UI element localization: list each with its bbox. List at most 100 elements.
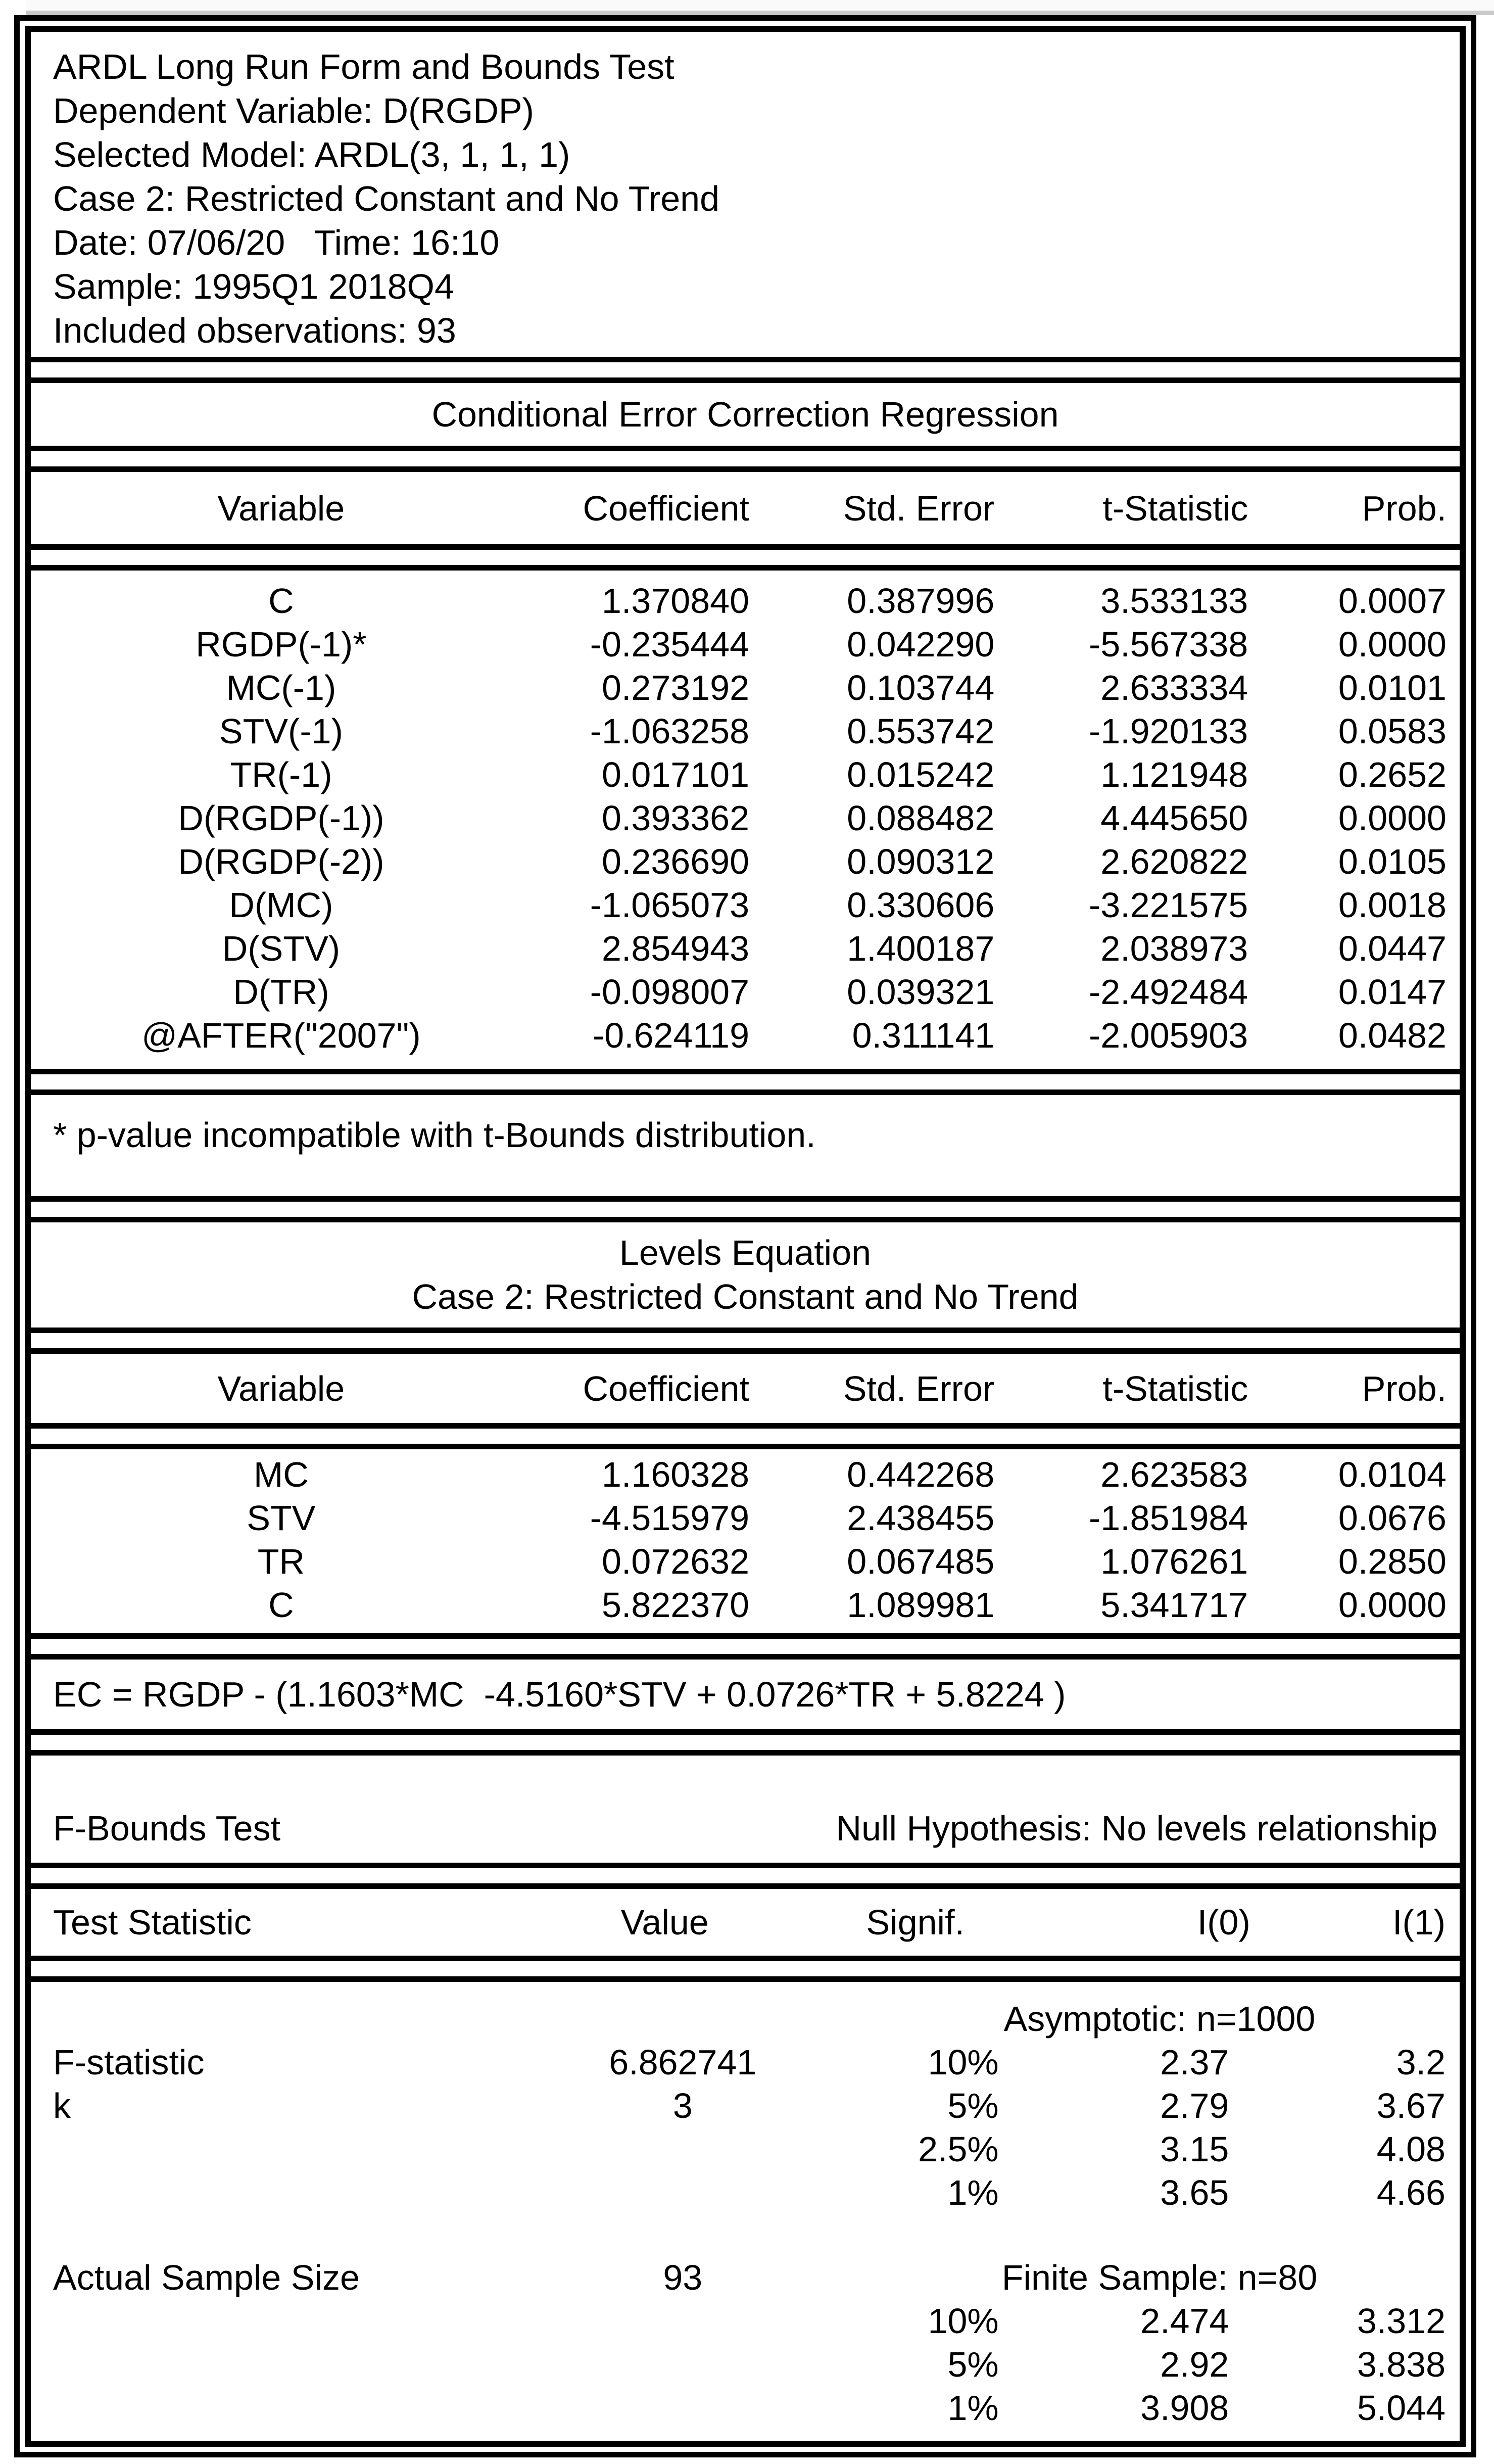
- table-row: D(MC) -1.065073 0.330606 -3.221575 0.001…: [31, 883, 1460, 927]
- signif-cell: 5%: [947, 2086, 999, 2125]
- variable-cell: D(RGDP(-2)): [178, 842, 384, 881]
- table-row: 1% 3.65 4.66: [31, 2171, 1460, 2214]
- table-row: 10% 2.474 3.312: [31, 2299, 1460, 2343]
- empty-cell: [31, 2214, 1460, 2256]
- i0-cell: 3.908: [1140, 2388, 1229, 2428]
- fbounds-body: Asymptotic: n=1000 F-statistic 6.862741 …: [31, 1982, 1460, 2441]
- cec-footnote: * p-value incompatible with t-Bounds dis…: [53, 1115, 816, 1155]
- fbounds-header-row: Test Statistic Value Signif. I(0) I(1): [31, 1889, 1460, 1956]
- prob-cell: 0.0000: [1338, 1585, 1447, 1625]
- fbounds-title: F-Bounds Test: [53, 1809, 281, 1848]
- i0-cell: 2.37: [1160, 2043, 1229, 2082]
- coefficient-cell: -0.235444: [590, 625, 750, 664]
- table-row: k 3 5% 2.79 3.67: [31, 2084, 1460, 2127]
- i1-cell: 4.08: [1376, 2129, 1445, 2169]
- fbounds-header-table: Test Statistic Value Signif. I(0) I(1): [31, 1889, 1460, 1956]
- prob-cell: 0.2850: [1338, 1542, 1447, 1581]
- summary-line-dependent-variable: Dependent Variable: D(RGDP): [53, 91, 534, 130]
- table-row: Asymptotic: n=1000: [31, 1997, 1460, 2041]
- variable-cell: MC: [253, 1455, 309, 1494]
- signif-cell: 1%: [947, 2173, 999, 2212]
- table-row: TR(-1) 0.017101 0.015242 1.121948 0.2652: [31, 753, 1460, 796]
- levels-header-row: Variable Coefficient Std. Error t-Statis…: [31, 1354, 1460, 1423]
- i1-cell: 3.67: [1376, 2086, 1445, 2125]
- spacer-row: [31, 2214, 1460, 2256]
- summary-line-sample: Sample: 1995Q1 2018Q4: [53, 267, 454, 306]
- t-statistic-cell: 1.121948: [1100, 755, 1248, 794]
- variable-cell: TR: [257, 1542, 305, 1581]
- coefficient-cell: -0.624119: [592, 1016, 750, 1055]
- double-rule: [31, 357, 1460, 383]
- summary-line-selected-model: Selected Model: ARDL(3, 1, 1, 1): [53, 135, 570, 174]
- coefficient-cell: -1.065073: [590, 885, 750, 925]
- table-row: C 5.822370 1.089981 5.341717 0.0000: [31, 1583, 1460, 1633]
- prob-cell: 0.0000: [1338, 625, 1447, 664]
- table-row: Actual Sample Size 93 Finite Sample: n=8…: [31, 2256, 1460, 2299]
- summary-line-date-time: Date: 07/06/20 Time: 16:10: [53, 223, 500, 262]
- table-row: D(RGDP(-2)) 0.236690 0.090312 2.620822 0…: [31, 840, 1460, 883]
- fbounds-col-value: Value: [620, 1903, 709, 1942]
- variable-cell: D(MC): [229, 885, 333, 925]
- table-row: @AFTER("2007") -0.624119 0.311141 -2.005…: [31, 1014, 1460, 1069]
- coefficient-cell: 0.273192: [602, 668, 750, 707]
- double-rule: [31, 1729, 1460, 1756]
- empty-cell: [597, 2343, 769, 2386]
- fbounds-title-row: F-Bounds Test Null Hypothesis: No levels…: [31, 1756, 1460, 1863]
- t-statistic-cell: -3.221575: [1088, 885, 1248, 925]
- table-row: F-statistic 6.862741 10% 2.37 3.2: [31, 2041, 1460, 2084]
- double-rule: [31, 1423, 1460, 1449]
- prob-cell: 0.0482: [1338, 1016, 1447, 1055]
- i1-cell: 4.66: [1376, 2173, 1445, 2212]
- fbounds-null-hypothesis: Null Hypothesis: No levels relationship: [836, 1809, 1437, 1848]
- variable-cell: D(STV): [222, 929, 341, 968]
- t-statistic-cell: -5.567338: [1088, 625, 1248, 664]
- empty-cell: [31, 2127, 597, 2171]
- prob-cell: 0.0000: [1338, 798, 1447, 838]
- i1-cell: 3.2: [1396, 2043, 1445, 2082]
- table-row: MC(-1) 0.273192 0.103744 2.633334 0.0101: [31, 666, 1460, 709]
- prob-cell: 0.0007: [1338, 581, 1447, 621]
- coefficient-cell: 5.822370: [602, 1585, 750, 1625]
- f-statistic-value: 6.862741: [609, 2043, 757, 2082]
- t-statistic-cell: -2.005903: [1088, 1016, 1248, 1055]
- k-label: k: [53, 2086, 71, 2125]
- levels-col-std-error: Std. Error: [843, 1368, 995, 1408]
- variable-cell: @AFTER("2007"): [141, 1016, 421, 1055]
- asymptotic-label: Asymptotic: n=1000: [1003, 1999, 1316, 2039]
- empty-cell: [597, 2299, 769, 2343]
- signif-cell: 5%: [947, 2345, 999, 2384]
- levels-col-coefficient: Coefficient: [583, 1368, 750, 1408]
- levels-body-table: MC 1.160328 0.442268 2.623583 0.0104 STV…: [31, 1449, 1460, 1633]
- std-error-cell: 0.387996: [847, 581, 995, 621]
- window-top-strip: [26, 0, 1494, 15]
- t-statistic-cell: 3.533133: [1100, 581, 1248, 621]
- double-rule: [31, 446, 1460, 472]
- cec-col-prob: Prob.: [1362, 488, 1447, 528]
- empty-cell: [31, 2386, 597, 2430]
- table-row: 1% 3.908 5.044: [31, 2386, 1460, 2430]
- prob-cell: 0.2652: [1338, 755, 1447, 794]
- table-row: C 1.370840 0.387996 3.533133 0.0007: [31, 571, 1460, 623]
- cec-col-variable: Variable: [217, 488, 345, 528]
- std-error-cell: 0.442268: [847, 1455, 995, 1494]
- prob-cell: 0.0105: [1338, 842, 1447, 881]
- table-row: STV(-1) -1.063258 0.553742 -1.920133 0.0…: [31, 709, 1460, 753]
- outer-frame: ARDL Long Run Form and Bounds Test Depen…: [14, 15, 1476, 2457]
- coefficient-cell: -4.515979: [590, 1498, 750, 1538]
- sample-size-value: 93: [663, 2258, 703, 2297]
- i0-cell: 2.79: [1160, 2086, 1229, 2125]
- table-row: MC 1.160328 0.442268 2.623583 0.0104: [31, 1449, 1460, 1496]
- prob-cell: 0.0104: [1338, 1455, 1447, 1494]
- std-error-cell: 0.090312: [847, 842, 995, 881]
- t-statistic-cell: 2.633334: [1100, 668, 1248, 707]
- levels-col-t-statistic: t-Statistic: [1102, 1368, 1248, 1408]
- table-row: D(STV) 2.854943 1.400187 2.038973 0.0447: [31, 927, 1460, 970]
- i0-cell: 3.15: [1160, 2129, 1229, 2169]
- empty-cell: [597, 2127, 769, 2171]
- coefficient-cell: -1.063258: [590, 712, 750, 751]
- coefficient-cell: 2.854943: [602, 929, 750, 968]
- i1-cell: 5.044: [1357, 2388, 1445, 2428]
- sample-size-label: Actual Sample Size: [53, 2258, 360, 2297]
- t-statistic-cell: -1.920133: [1088, 712, 1248, 751]
- coefficient-cell: -0.098007: [590, 972, 750, 1012]
